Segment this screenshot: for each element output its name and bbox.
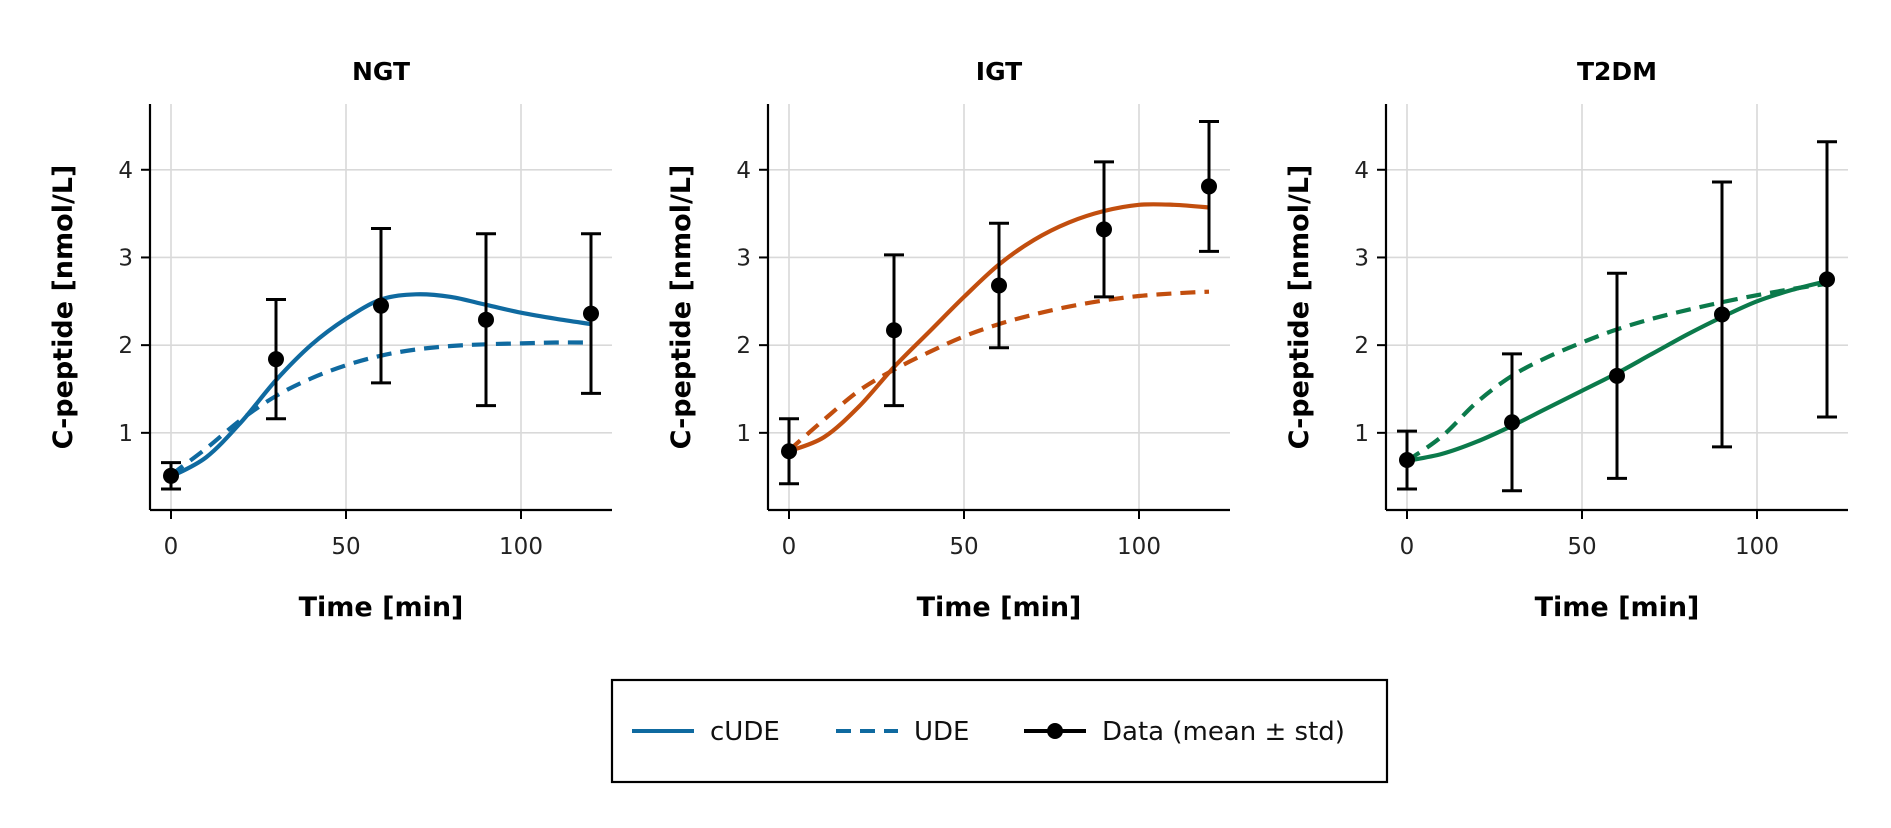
x-axis-label: Time [min]: [1535, 592, 1700, 623]
data-point: [373, 297, 389, 314]
x-tick-label: 50: [331, 534, 360, 560]
legend-label-data: Data (mean ± std): [1102, 717, 1345, 747]
x-tick-label: 0: [164, 534, 179, 560]
x-axis-label: Time [min]: [917, 592, 1082, 623]
legend: cUDE UDE Data (mean ± std): [610, 678, 1389, 784]
data-point: [1096, 221, 1112, 238]
data-point: [1504, 414, 1520, 431]
y-tick-label: 3: [1354, 245, 1369, 271]
chart-panel-ngt: 0 50 100 1 2 3 4 NGT Time [min] C-peptide [nmol/L…: [48, 57, 612, 623]
legend-label-cude: cUDE: [710, 717, 780, 747]
data-point: [991, 277, 1007, 294]
x-tick-label: 100: [1735, 534, 1779, 560]
data-point: [1399, 452, 1415, 469]
chart-panel-igt: 0 50 100 1 2 3 4 IGT Time [min] C-peptide [nmol/L…: [666, 57, 1230, 623]
y-tick-label: 1: [118, 421, 133, 447]
data-point: [781, 443, 797, 460]
y-tick-label: 1: [736, 421, 751, 447]
panel-title: IGT: [976, 57, 1022, 86]
x-tick-label: 50: [949, 534, 978, 560]
x-tick-label: 50: [1567, 534, 1596, 560]
data-point: [583, 305, 599, 322]
data-point: [163, 467, 179, 484]
y-tick-label: 3: [118, 245, 133, 271]
panel-title: NGT: [352, 57, 410, 86]
data-point: [1201, 178, 1217, 195]
x-tick-label: 100: [1117, 534, 1161, 560]
data-point: [478, 311, 494, 328]
y-tick-label: 4: [1354, 158, 1369, 184]
y-tick-label: 4: [736, 158, 751, 184]
y-axis-label: C-peptide [nmol/L]: [48, 165, 79, 450]
y-tick-label: 1: [1354, 421, 1369, 447]
y-tick-label: 2: [736, 333, 751, 359]
x-axis-label: Time [min]: [299, 592, 464, 623]
x-tick-label: 0: [782, 534, 797, 560]
data-point: [1714, 306, 1730, 323]
y-tick-label: 4: [118, 158, 133, 184]
chart-panel-t2dm: 0 50 100 1 2 3 4 T2DM Time [min] C-peptide [nmol/…: [1284, 57, 1848, 623]
legend-label-ude: UDE: [914, 717, 969, 747]
data-point: [1609, 367, 1625, 384]
y-axis-label: C-peptide [nmol/L]: [1284, 165, 1315, 450]
x-tick-label: 0: [1400, 534, 1415, 560]
data-point: [1819, 271, 1835, 288]
y-axis-label: C-peptide [nmol/L]: [666, 165, 697, 450]
y-tick-label: 3: [736, 245, 751, 271]
data-point: [886, 322, 902, 339]
panel-title: T2DM: [1577, 57, 1657, 86]
x-tick-label: 100: [499, 534, 543, 560]
legend-frame: [610, 678, 1389, 784]
y-tick-label: 2: [1354, 333, 1369, 359]
data-point: [268, 351, 284, 368]
y-tick-label: 2: [118, 333, 133, 359]
legend-swatch-data-marker: [1047, 723, 1063, 739]
